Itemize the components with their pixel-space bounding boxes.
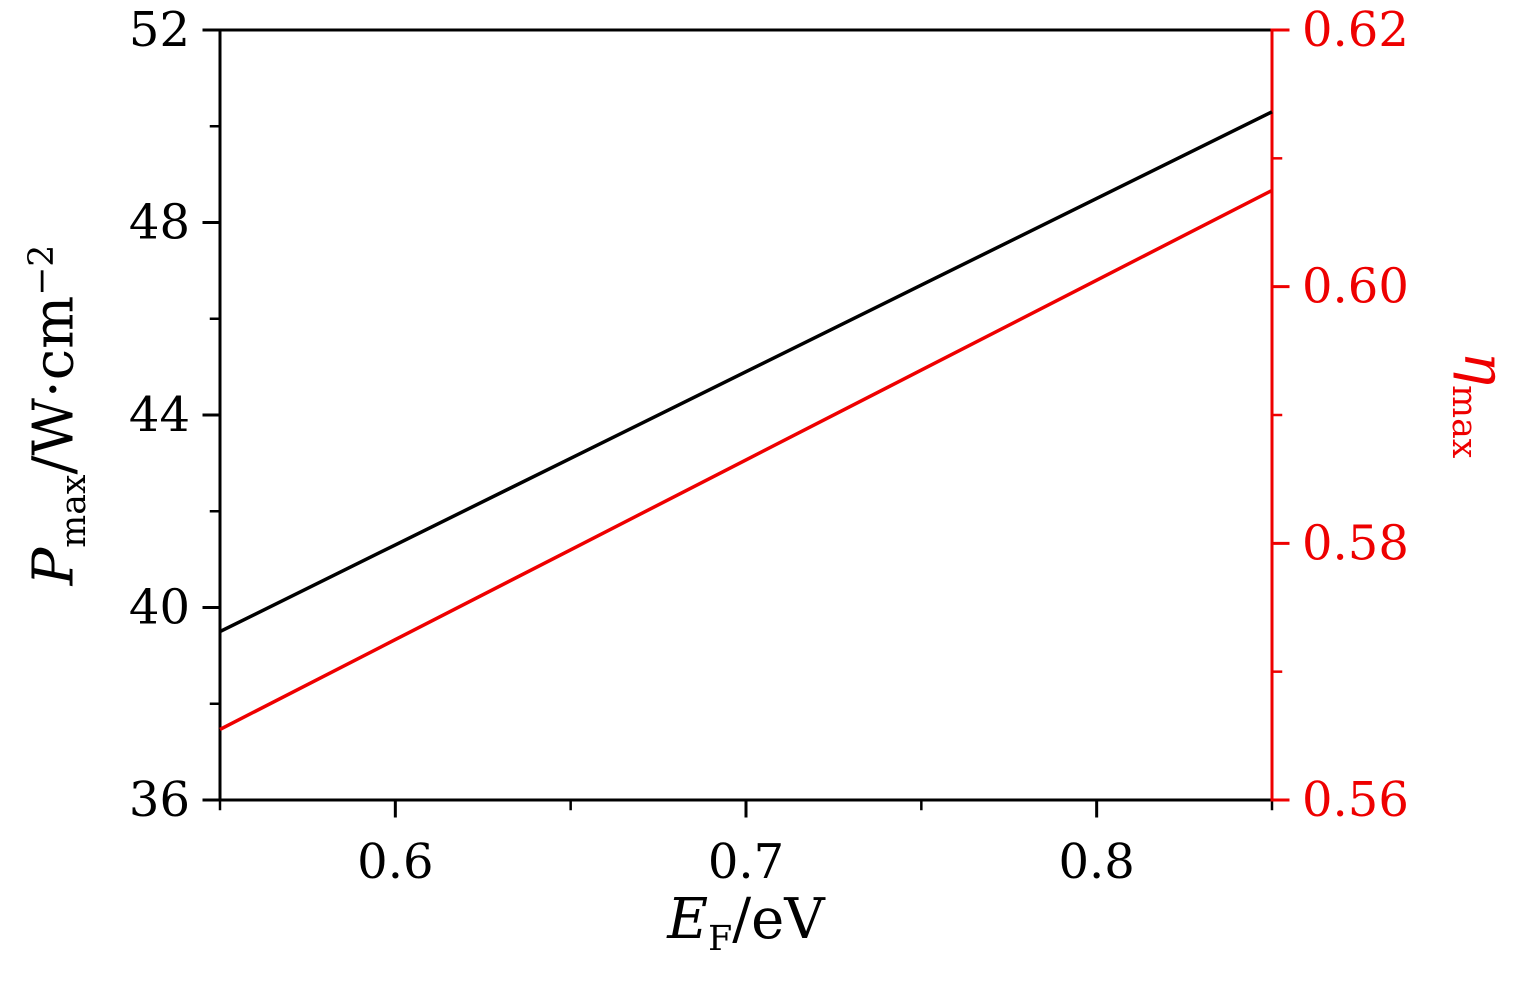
x-tick-label: 0.8 xyxy=(1058,834,1134,890)
left-tick-label: 40 xyxy=(129,580,190,636)
right-axis-variable-subscript: max xyxy=(1443,385,1484,459)
right-axis-variable: η xyxy=(1451,351,1513,386)
left-axis-units-exponent: −2 xyxy=(22,244,62,296)
right-tick-label: 0.62 xyxy=(1302,2,1409,58)
left-tick-label: 48 xyxy=(129,195,190,251)
left-axis-units: /W·cm xyxy=(21,295,87,475)
right-tick-label: 0.60 xyxy=(1302,259,1409,315)
series-line-eta_max xyxy=(219,188,1273,731)
left-tick-label: 44 xyxy=(129,387,190,443)
right-tick-label: 0.56 xyxy=(1302,772,1409,828)
x-axis-units: /eV xyxy=(732,887,825,952)
left-tick-label: 36 xyxy=(129,772,190,828)
x-axis-variable-subscript: F xyxy=(708,919,733,960)
x-tick-label: 0.7 xyxy=(708,834,784,890)
left-axis-variable-subscript: max xyxy=(53,474,94,548)
right-axis-title: ηmax xyxy=(1443,55,1513,755)
series-line-P_max xyxy=(219,110,1273,634)
x-axis-variable: E xyxy=(667,887,709,952)
x-tick-label: 0.6 xyxy=(357,834,433,890)
left-axis-title: Pmax/W·cm−2 xyxy=(2,65,94,765)
right-tick-label: 0.58 xyxy=(1302,515,1409,571)
left-axis-variable: P xyxy=(21,547,87,586)
x-axis-title: EF/eV xyxy=(446,880,1046,960)
left-tick-label: 52 xyxy=(129,2,190,58)
